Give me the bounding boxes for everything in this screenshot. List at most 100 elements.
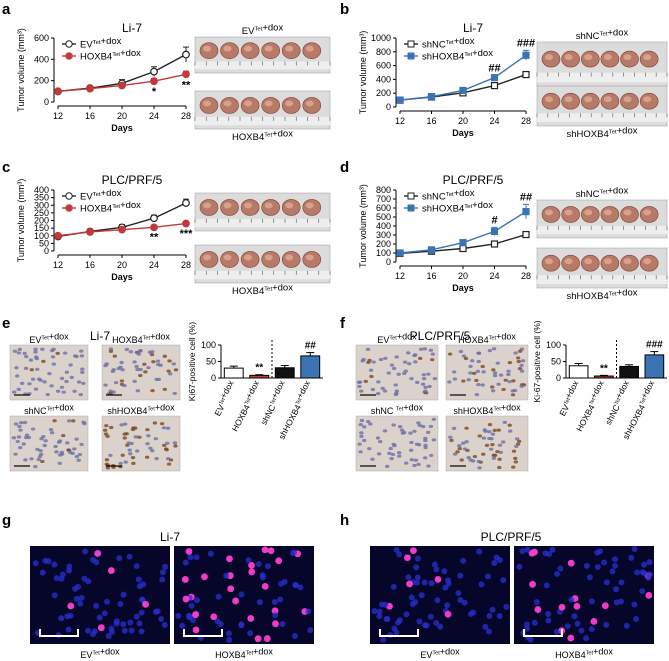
data-point <box>427 246 436 254</box>
cell-nucleus <box>93 559 100 566</box>
cell-nucleus <box>645 591 653 599</box>
nucleus <box>475 369 481 373</box>
nucleus <box>127 448 132 452</box>
cell-nucleus <box>586 574 593 581</box>
cell-nucleus <box>51 592 58 599</box>
cell-nucleus <box>207 550 214 557</box>
y-tick-label: 0 <box>556 373 561 383</box>
chart-title: Li-7 <box>90 329 110 343</box>
line-chart-a: Li-7 0 200 400 600 12 16 20 24 28 Days Tumor volume… <box>16 21 191 133</box>
nucleus <box>513 460 519 464</box>
nucleus <box>23 436 29 440</box>
nucleus <box>39 437 44 441</box>
nucleus <box>23 366 29 370</box>
if-label: EVTet+dox <box>80 647 120 660</box>
nucleus <box>487 423 493 427</box>
significance-mark: ### <box>646 340 663 351</box>
nucleus <box>119 423 124 427</box>
cell-nucleus <box>254 635 262 643</box>
nucleus <box>12 390 17 394</box>
cell-nucleus <box>120 591 127 598</box>
cell-nucleus <box>117 600 124 607</box>
legend-marker <box>407 192 415 200</box>
cell-nucleus <box>193 554 200 561</box>
nucleus <box>81 381 86 385</box>
nucleus <box>457 444 462 448</box>
data-point <box>459 86 467 95</box>
nucleus <box>426 464 431 468</box>
nucleus <box>498 450 503 454</box>
category-label: EVTet+dox <box>209 378 238 418</box>
line-chart-b: Li-7 0 200 400 600 800 1000 12 16 20 24 28 Days Tumor… <box>358 21 535 138</box>
cell-nucleus <box>201 573 208 581</box>
photo-label: HOXB4Tet+dox <box>232 128 293 143</box>
ihc-label: EVTet+dox <box>29 332 69 345</box>
nucleus <box>481 452 486 456</box>
ihc-label: EVTet+dox <box>377 332 417 345</box>
nucleus <box>520 359 526 363</box>
y-tick-label: 150 <box>34 223 49 233</box>
cell-nucleus <box>259 574 266 581</box>
nucleus <box>403 461 409 465</box>
nucleus <box>148 446 153 450</box>
nucleus <box>421 373 426 377</box>
nucleus <box>80 367 85 371</box>
nucleus <box>477 466 482 470</box>
x-tick-label: 12 <box>53 260 63 270</box>
nucleus <box>16 435 22 439</box>
nucleus <box>492 371 498 375</box>
nucleus <box>146 366 151 370</box>
nucleus <box>74 354 79 359</box>
cell-nucleus <box>421 622 428 629</box>
cell-nucleus <box>225 630 232 637</box>
x-axis-label: Days <box>452 283 474 293</box>
x-tick-label: 12 <box>53 111 63 121</box>
nucleus <box>108 347 114 351</box>
y-tick-label: 400 <box>34 54 49 64</box>
nucleus <box>413 458 419 462</box>
nucleus <box>72 389 77 393</box>
nucleus <box>393 383 398 387</box>
nucleus <box>506 369 511 373</box>
nucleus <box>103 383 108 387</box>
nucleus <box>519 369 525 373</box>
cell-nucleus <box>371 608 378 615</box>
ihc-label: shNC Tet+dox <box>371 403 424 416</box>
cell-nucleus <box>107 567 115 574</box>
y-tick-label: 0 <box>44 246 49 256</box>
significance-mark: * <box>152 86 157 98</box>
cell-nucleus <box>297 584 304 591</box>
cell-nucleus <box>82 548 89 555</box>
nucleus <box>362 425 367 429</box>
cell-nucleus <box>542 550 549 557</box>
cell-nucleus <box>292 581 299 588</box>
data-point <box>396 249 404 257</box>
nucleus <box>173 368 179 372</box>
nucleus <box>173 444 178 448</box>
nucleus <box>24 355 29 359</box>
x-tick-label: 24 <box>489 116 499 126</box>
cell-nucleus <box>45 558 52 565</box>
y-tick-label: 0 <box>44 97 49 107</box>
cell-nucleus <box>278 580 285 587</box>
nucleus <box>451 426 457 430</box>
ihc-f-3: shNC Tet+dox <box>355 403 439 472</box>
nucleus <box>113 381 119 385</box>
nucleus <box>423 389 428 393</box>
y-tick-label: 800 <box>376 47 391 57</box>
nucleus <box>357 442 362 446</box>
nucleus <box>396 451 402 455</box>
cell-nucleus <box>567 634 575 642</box>
photo-label: shNCTet+dox <box>576 27 629 42</box>
nucleus <box>33 387 39 391</box>
cell-nucleus <box>264 563 271 570</box>
cell-nucleus <box>135 576 142 583</box>
cell-nucleus <box>524 625 531 632</box>
cell-nucleus <box>245 557 252 564</box>
y-tick-label: 400 <box>34 185 49 195</box>
legend-marker <box>65 40 73 48</box>
panel-label-e: e <box>2 315 10 332</box>
x-tick-label: 20 <box>458 116 468 126</box>
cell-nucleus <box>646 559 653 566</box>
